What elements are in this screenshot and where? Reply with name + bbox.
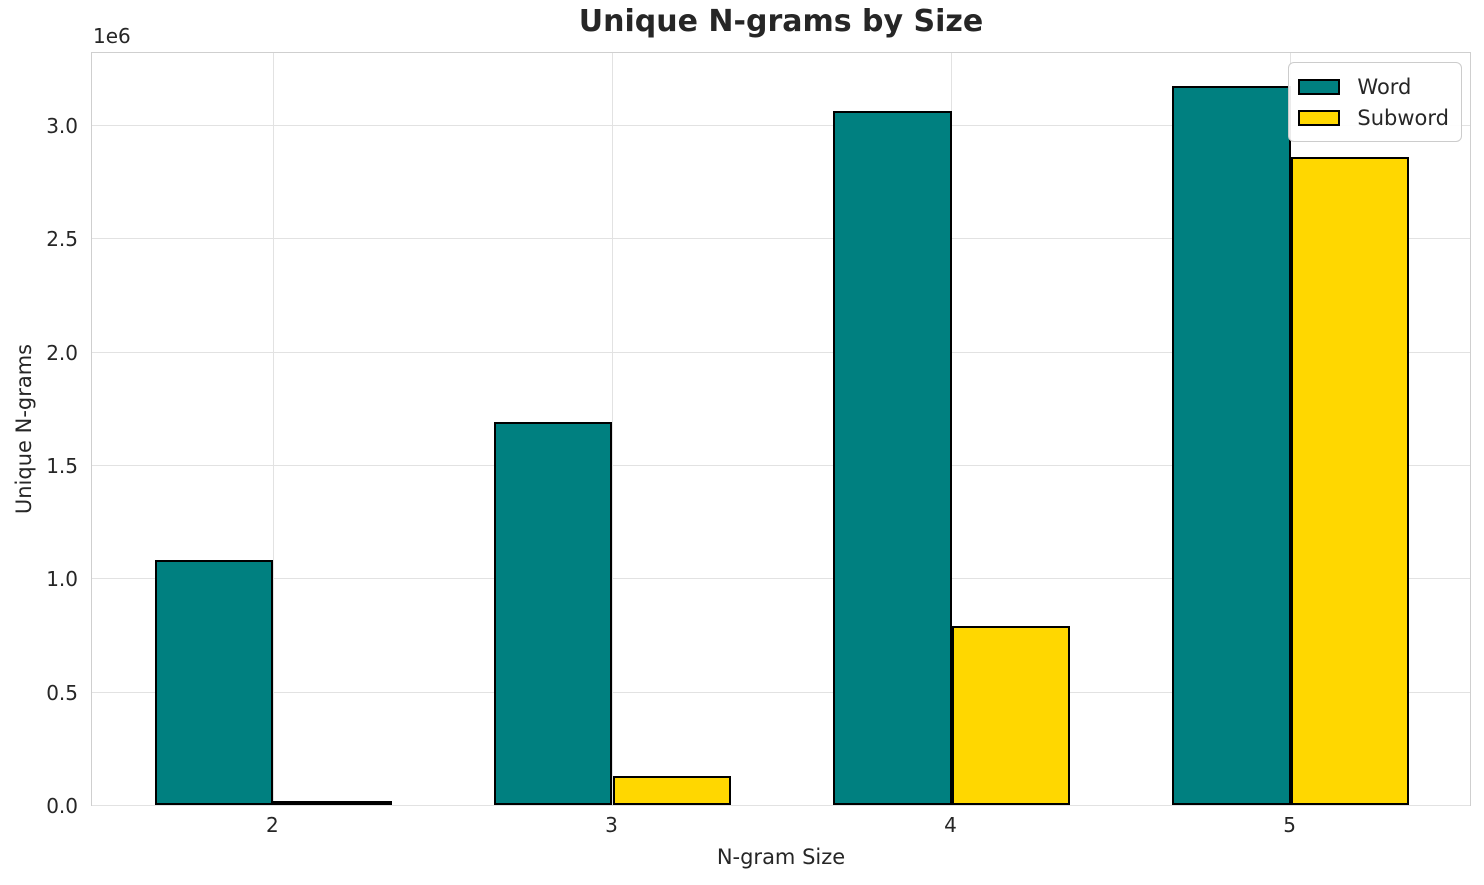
legend-swatch-subword <box>1298 109 1341 126</box>
x-tick-label-5: 5 <box>1283 813 1296 837</box>
bar-word-5 <box>1171 86 1291 805</box>
bar-word-2 <box>154 560 274 805</box>
y-tick-label-3.0: 3.0 <box>46 113 78 138</box>
y-tick-label-2.5: 2.5 <box>46 227 78 252</box>
chart-title: Unique N-grams by Size <box>578 4 984 39</box>
gridline-y-0.5 <box>92 691 1470 693</box>
x-tick-label-4: 4 <box>944 813 957 837</box>
y-tick-label-1.0: 1.0 <box>46 567 78 592</box>
gridline-x-2 <box>272 53 274 805</box>
bar-word-4 <box>832 111 952 805</box>
y-axis-offset-text: 1e6 <box>93 24 131 48</box>
y-tick-label-1.5: 1.5 <box>46 453 78 478</box>
legend: Word Subword <box>1288 62 1462 142</box>
bar-subword-4 <box>951 625 1071 805</box>
y-tick-label-2.0: 2.0 <box>46 340 78 365</box>
bar-subword-5 <box>1290 156 1410 805</box>
bar-subword-3 <box>612 775 732 805</box>
gridline-y-1.5 <box>92 464 1470 466</box>
bar-word-3 <box>493 421 613 805</box>
x-axis-label: N-gram Size <box>716 845 846 869</box>
plot-area <box>91 52 1471 806</box>
x-tick-label-3: 3 <box>605 813 618 837</box>
legend-label-subword: Subword <box>1357 105 1449 130</box>
y-tick-label-0.5: 0.5 <box>46 680 78 705</box>
legend-entry-subword: Subword <box>1298 102 1449 133</box>
y-axis-label: Unique N-grams <box>12 343 36 515</box>
bar-subword-2 <box>273 801 393 805</box>
legend-label-word: Word <box>1357 74 1412 99</box>
x-tick-label-2: 2 <box>266 813 279 837</box>
gridline-y-0.0 <box>92 805 1470 806</box>
legend-swatch-word <box>1298 78 1341 95</box>
gridline-y-2.0 <box>92 351 1470 353</box>
legend-entry-word: Word <box>1298 71 1449 102</box>
y-tick-label-0.0: 0.0 <box>46 794 78 818</box>
gridline-y-3.0 <box>92 124 1470 126</box>
gridline-y-1.0 <box>92 578 1470 580</box>
gridline-y-2.5 <box>92 238 1470 240</box>
